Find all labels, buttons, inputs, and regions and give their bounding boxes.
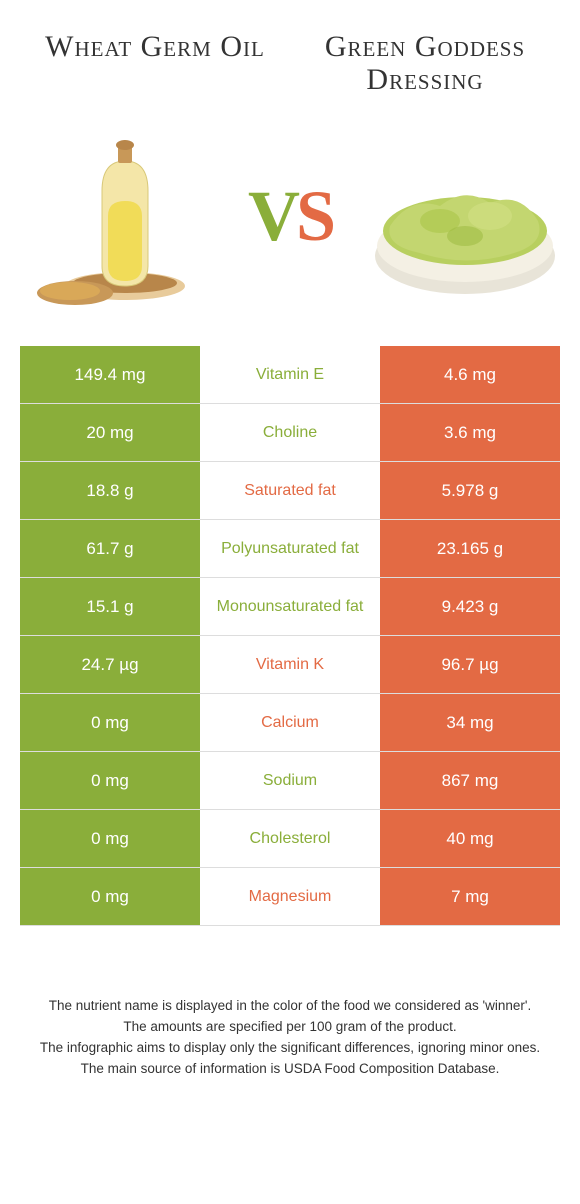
table-row: 0 mgSodium867 mg	[20, 752, 560, 810]
footer-line: The main source of information is USDA F…	[20, 1059, 560, 1080]
right-value: 5.978 g	[380, 462, 560, 519]
left-value: 61.7 g	[20, 520, 200, 577]
left-food-image	[20, 121, 210, 311]
nutrient-name: Polyunsaturated fat	[200, 520, 380, 577]
left-value: 0 mg	[20, 752, 200, 809]
right-value: 96.7 µg	[380, 636, 560, 693]
left-food-title: Wheat Germ Oil	[40, 30, 270, 96]
nutrient-name: Calcium	[200, 694, 380, 751]
right-value: 3.6 mg	[380, 404, 560, 461]
right-food-image	[370, 121, 560, 311]
right-value: 9.423 g	[380, 578, 560, 635]
footer-line: The nutrient name is displayed in the co…	[20, 996, 560, 1017]
nutrient-name: Sodium	[200, 752, 380, 809]
footer-line: The infographic aims to display only the…	[20, 1038, 560, 1059]
right-value: 40 mg	[380, 810, 560, 867]
left-value: 0 mg	[20, 868, 200, 925]
right-food-title: Green Goddess Dressing	[310, 30, 540, 96]
table-row: 15.1 gMonounsaturated fat9.423 g	[20, 578, 560, 636]
table-row: 0 mgCalcium34 mg	[20, 694, 560, 752]
table-row: 18.8 gSaturated fat5.978 g	[20, 462, 560, 520]
header: Wheat Germ Oil Green Goddess Dressing	[0, 0, 580, 106]
nutrient-name: Saturated fat	[200, 462, 380, 519]
footer-line: The amounts are specified per 100 gram o…	[20, 1017, 560, 1038]
vs-v: V	[248, 176, 296, 256]
left-value: 149.4 mg	[20, 346, 200, 403]
table-row: 0 mgCholesterol40 mg	[20, 810, 560, 868]
table-row: 149.4 mgVitamin E4.6 mg	[20, 346, 560, 404]
nutrient-name: Vitamin E	[200, 346, 380, 403]
table-row: 0 mgMagnesium7 mg	[20, 868, 560, 926]
left-value: 18.8 g	[20, 462, 200, 519]
left-value: 20 mg	[20, 404, 200, 461]
right-value: 867 mg	[380, 752, 560, 809]
nutrient-name: Choline	[200, 404, 380, 461]
hero-row: VS	[0, 106, 580, 346]
vs-s: S	[296, 176, 332, 256]
left-value: 15.1 g	[20, 578, 200, 635]
left-value: 0 mg	[20, 694, 200, 751]
table-row: 20 mgCholine3.6 mg	[20, 404, 560, 462]
footer-notes: The nutrient name is displayed in the co…	[20, 996, 560, 1080]
comparison-table: 149.4 mgVitamin E4.6 mg20 mgCholine3.6 m…	[20, 346, 560, 926]
nutrient-name: Magnesium	[200, 868, 380, 925]
table-row: 24.7 µgVitamin K96.7 µg	[20, 636, 560, 694]
left-value: 24.7 µg	[20, 636, 200, 693]
nutrient-name: Vitamin K	[200, 636, 380, 693]
right-value: 4.6 mg	[380, 346, 560, 403]
nutrient-name: Monounsaturated fat	[200, 578, 380, 635]
right-value: 23.165 g	[380, 520, 560, 577]
vs-label: VS	[248, 175, 332, 258]
table-row: 61.7 gPolyunsaturated fat23.165 g	[20, 520, 560, 578]
nutrient-name: Cholesterol	[200, 810, 380, 867]
right-value: 7 mg	[380, 868, 560, 925]
left-value: 0 mg	[20, 810, 200, 867]
right-value: 34 mg	[380, 694, 560, 751]
